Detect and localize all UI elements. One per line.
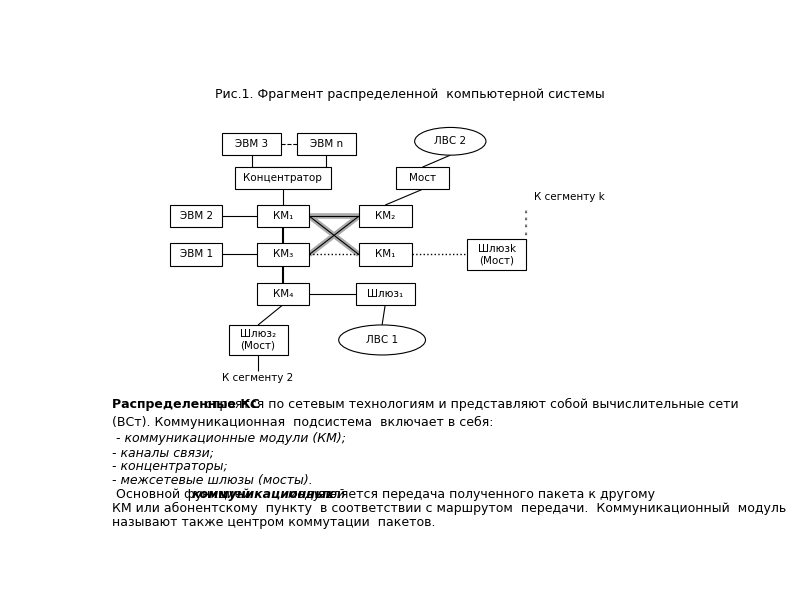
Text: КМ₄: КМ₄ xyxy=(273,289,293,299)
Text: ": " xyxy=(525,216,534,220)
Text: КМ₁: КМ₁ xyxy=(375,250,395,259)
Text: (ВСт). Коммуникационная  подсистема  включает в себя:: (ВСт). Коммуникационная подсистема включ… xyxy=(112,416,494,429)
Text: ЛВС 2: ЛВС 2 xyxy=(434,136,466,146)
Text: - каналы связи;: - каналы связи; xyxy=(112,446,214,459)
Text: - коммуникационные модули (КМ);: - коммуникационные модули (КМ); xyxy=(112,433,346,445)
Text: ЛВС 1: ЛВС 1 xyxy=(366,335,398,345)
Text: КМ или абонентскому  пункту  в соответствии с маршрутом  передачи.  Коммуникацио: КМ или абонентскому пункту в соответстви… xyxy=(112,502,786,515)
FancyBboxPatch shape xyxy=(257,205,310,227)
Text: ЭВМ 2: ЭВМ 2 xyxy=(179,211,213,221)
Text: Рис.1. Фрагмент распределенной  компьютерной системы: Рис.1. Фрагмент распределенной компьютер… xyxy=(215,88,605,101)
Ellipse shape xyxy=(338,325,426,355)
FancyBboxPatch shape xyxy=(170,244,222,266)
Ellipse shape xyxy=(414,127,486,155)
Text: называют также центром коммутации  пакетов.: называют также центром коммутации пакето… xyxy=(112,515,436,529)
FancyBboxPatch shape xyxy=(229,325,287,355)
FancyBboxPatch shape xyxy=(257,283,310,305)
Text: ": " xyxy=(525,223,534,227)
Text: К сегменту 2: К сегменту 2 xyxy=(222,373,294,383)
FancyBboxPatch shape xyxy=(359,205,411,227)
Text: Шлюзk
(Мост): Шлюзk (Мост) xyxy=(478,244,516,265)
FancyBboxPatch shape xyxy=(356,283,414,305)
FancyBboxPatch shape xyxy=(170,205,222,227)
FancyBboxPatch shape xyxy=(297,133,356,155)
Text: К сегменту k: К сегменту k xyxy=(534,192,605,202)
Text: КМ₂: КМ₂ xyxy=(375,211,395,221)
FancyBboxPatch shape xyxy=(257,244,310,266)
Text: ЭВМ 1: ЭВМ 1 xyxy=(179,250,213,259)
Text: является передача полученного пакета к другому: является передача полученного пакета к д… xyxy=(314,488,655,501)
Text: коммуникационных: коммуникационных xyxy=(192,488,335,501)
Text: - концентраторы;: - концентраторы; xyxy=(112,460,228,473)
Text: ЭВМ 3: ЭВМ 3 xyxy=(235,139,269,149)
Text: Шлюз₂
(Мост): Шлюз₂ (Мост) xyxy=(240,329,276,351)
Text: КМ₃: КМ₃ xyxy=(273,250,293,259)
Text: ": " xyxy=(525,231,534,235)
Text: - межсетевые шлюзы (мосты).: - межсетевые шлюзы (мосты). xyxy=(112,474,313,487)
FancyBboxPatch shape xyxy=(235,167,331,190)
Text: ЭВМ n: ЭВМ n xyxy=(310,139,343,149)
Text: КМ₁: КМ₁ xyxy=(273,211,293,221)
Text: Основной функцией: Основной функцией xyxy=(112,488,255,501)
Text: модулей: модулей xyxy=(283,488,344,501)
Text: Распределенные КС: Распределенные КС xyxy=(112,398,260,411)
Text: Шлюз₁: Шлюз₁ xyxy=(367,289,403,299)
FancyBboxPatch shape xyxy=(359,244,411,266)
Text: строятся по сетевым технологиям и представляют собой вычислительные сети: строятся по сетевым технологиям и предст… xyxy=(201,398,738,411)
FancyBboxPatch shape xyxy=(467,239,526,269)
Text: ": " xyxy=(525,209,534,212)
Text: ": " xyxy=(525,238,534,242)
Text: Мост: Мост xyxy=(409,173,436,183)
Text: Концентратор: Концентратор xyxy=(243,173,322,183)
FancyBboxPatch shape xyxy=(222,133,282,155)
FancyBboxPatch shape xyxy=(396,167,449,190)
